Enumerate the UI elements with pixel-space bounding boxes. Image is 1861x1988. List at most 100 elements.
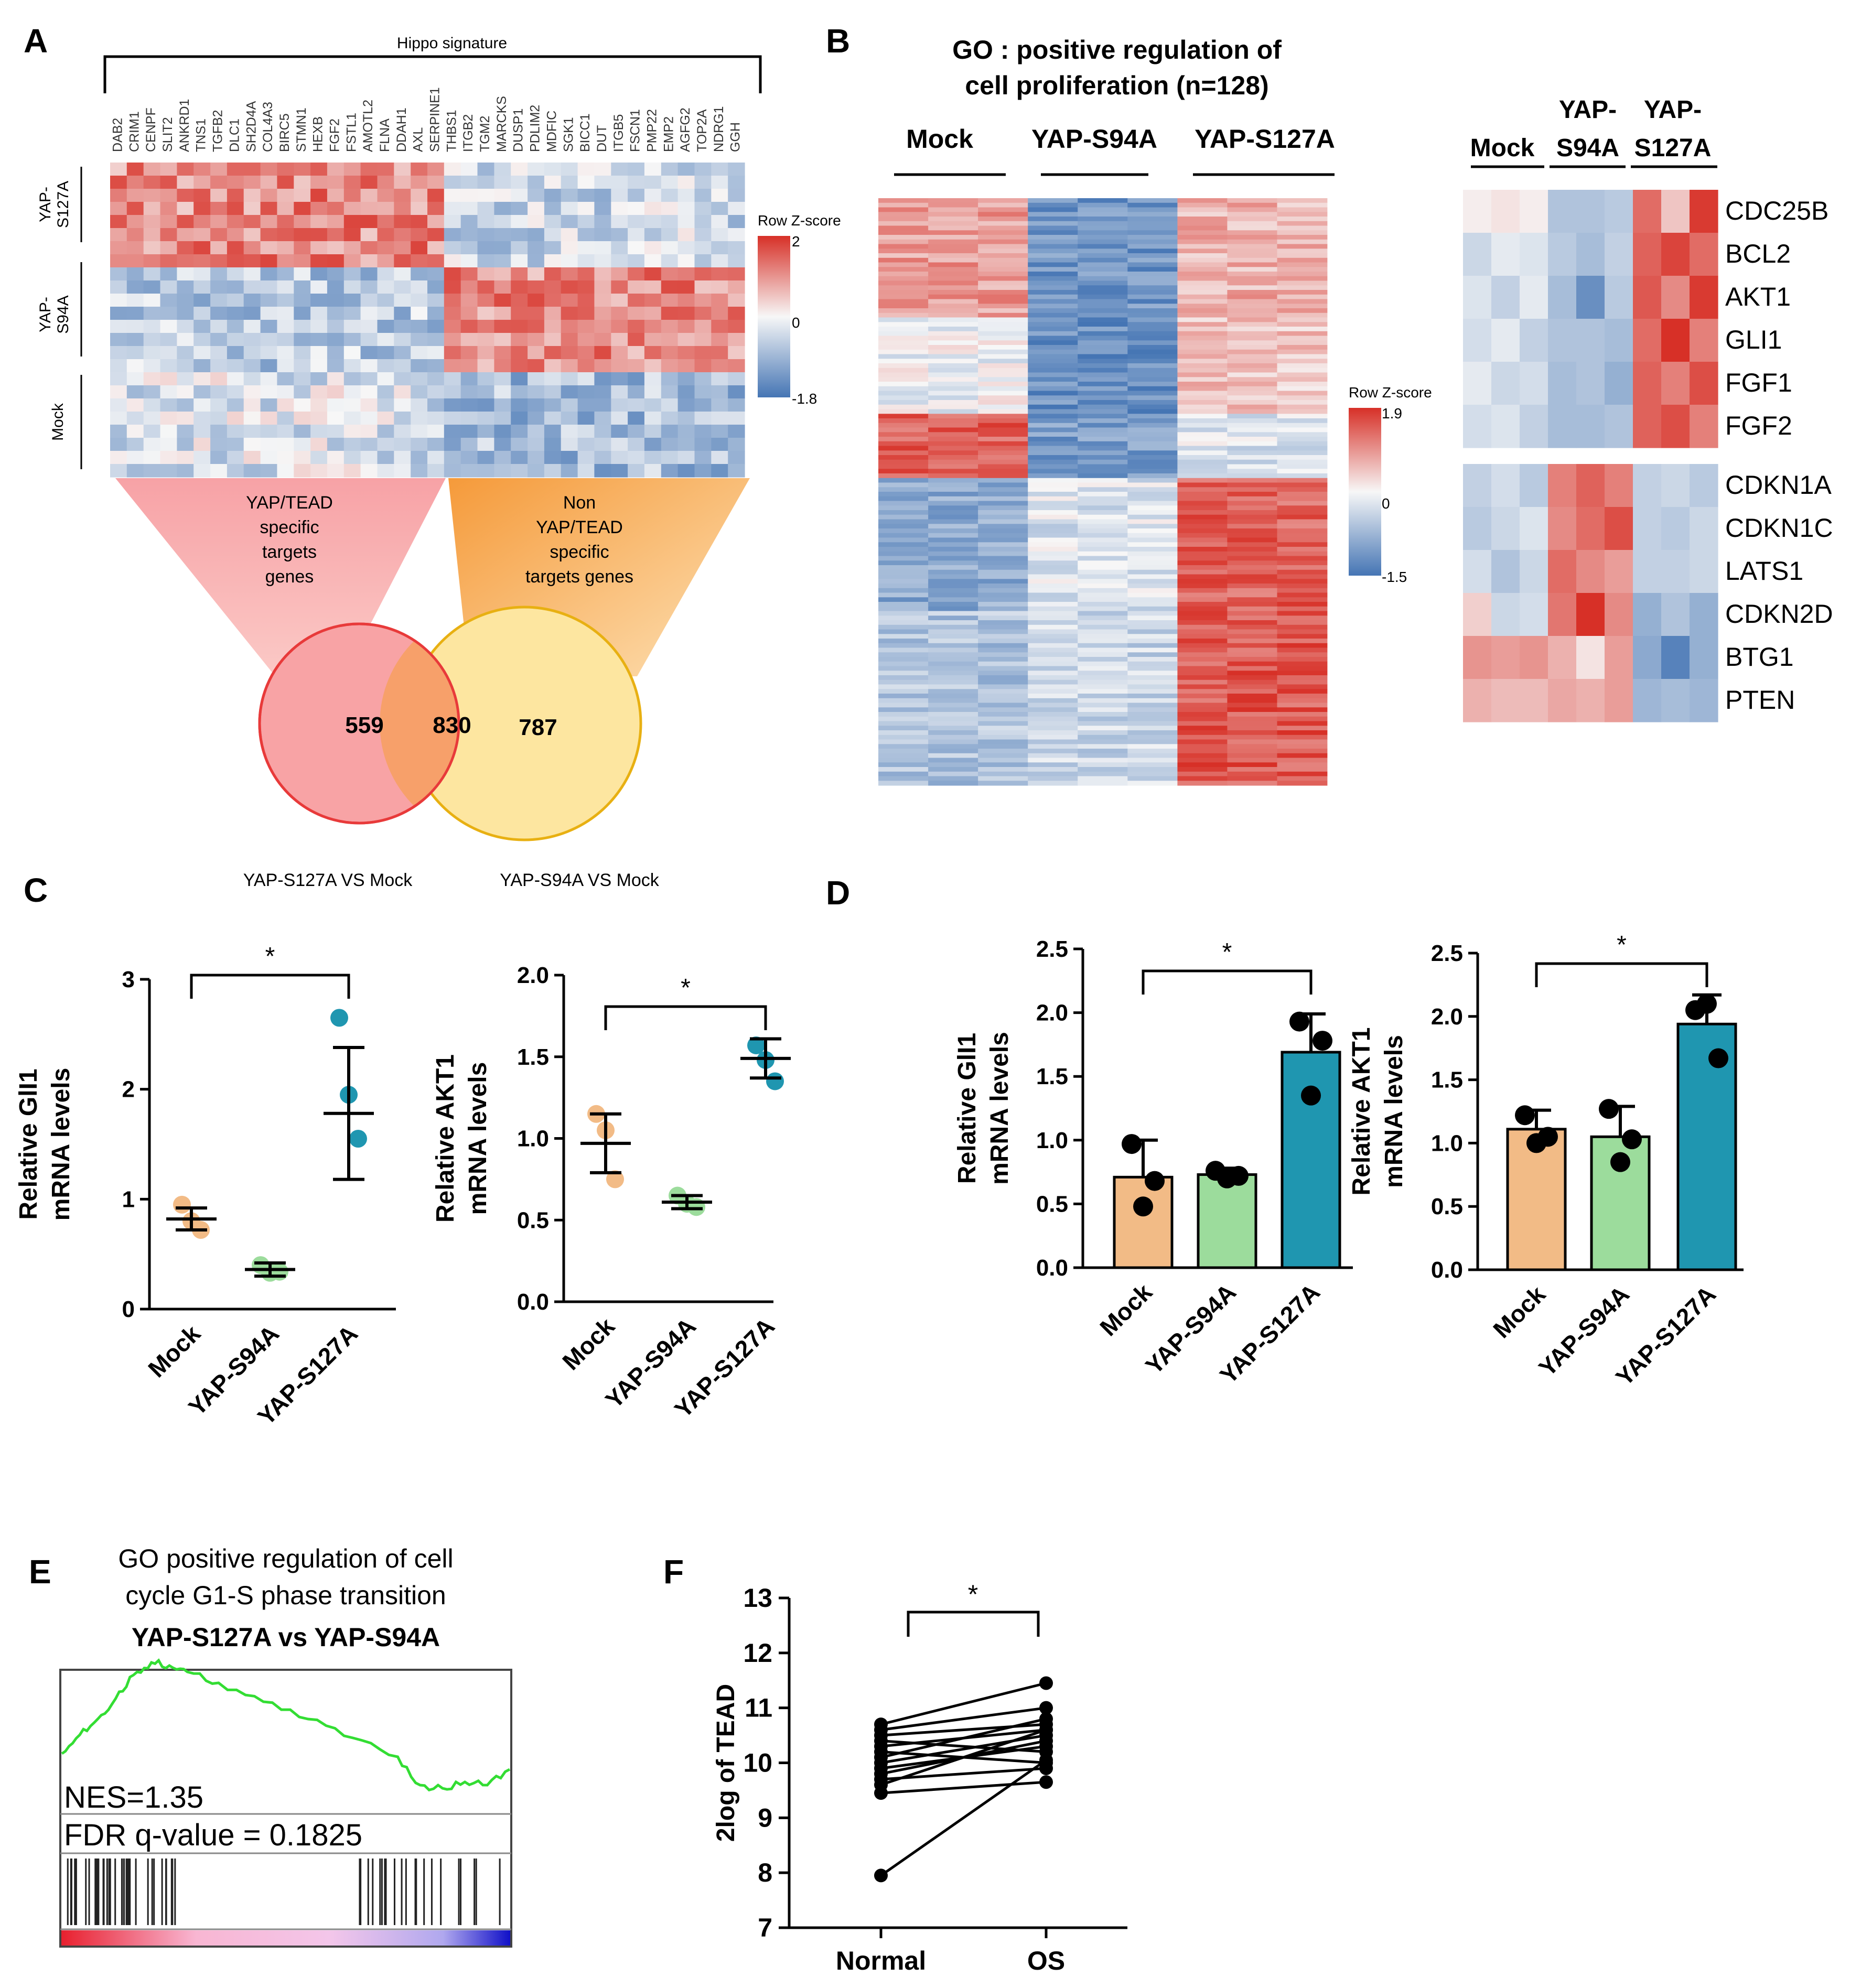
y-tick-label: 1.5	[517, 1044, 549, 1070]
group-label-s127a: YAP-S127A	[1195, 124, 1335, 154]
heatmap-cell	[243, 176, 261, 189]
heatmap-cell	[294, 215, 311, 229]
heatmap-cell	[1227, 312, 1278, 318]
heatmap-cell	[260, 215, 277, 229]
heatmap-cell	[644, 385, 662, 399]
heatmap-cell	[1277, 666, 1328, 671]
heatmap-cell	[411, 438, 428, 451]
heatmap-cell	[1177, 537, 1228, 543]
heatmap-cell	[427, 359, 445, 373]
gene-label: AGFG2	[678, 107, 693, 152]
heatmap-cell	[1127, 533, 1178, 538]
heatmap-cell	[694, 425, 712, 438]
heatmap-cell	[1127, 207, 1178, 212]
heatmap-cell	[544, 425, 562, 438]
heatmap-cell	[1177, 368, 1228, 373]
heatmap-cell	[1520, 550, 1548, 593]
heatmap-cell	[477, 176, 494, 189]
heatmap-cell	[210, 320, 228, 333]
gene-label: PMP22	[644, 109, 659, 152]
gene-label: PDLIM2	[528, 105, 543, 152]
heatmap-cell	[928, 501, 978, 506]
heatmap-cell	[427, 346, 445, 360]
heatmap-cell	[444, 320, 461, 333]
heatmap-cell	[978, 450, 1028, 456]
heatmap-cell	[878, 492, 929, 497]
heatmap-cell	[1227, 437, 1278, 442]
heatmap-cell	[728, 307, 745, 320]
heatmap-cell	[544, 241, 562, 255]
heatmap-cell	[1227, 671, 1278, 676]
heatmap-cell	[360, 359, 378, 373]
heatmap-cell	[210, 254, 228, 268]
heatmap-cell	[978, 372, 1028, 377]
heatmap-cell	[1028, 689, 1079, 694]
heatmap-cell	[978, 716, 1028, 722]
heatmap-cell	[928, 624, 978, 630]
heatmap-cell	[561, 451, 578, 464]
heatmap-cell	[1605, 405, 1633, 448]
heatmap-cell	[143, 163, 161, 176]
heatmap-cell	[1078, 441, 1128, 447]
heatmap-cell	[1463, 276, 1492, 319]
heatmap-cell	[1463, 362, 1492, 405]
heatmap-cell	[1028, 528, 1079, 534]
heatmap-cell	[528, 307, 545, 320]
heatmap-cell	[477, 294, 494, 307]
x-category-label: Mock	[1488, 1280, 1551, 1343]
heatmap-cell	[644, 280, 662, 294]
heatmap-cell	[1127, 349, 1178, 355]
heatmap-cell	[143, 215, 161, 229]
heatmap-cell	[1177, 207, 1228, 212]
gsea-subtitle: YAP-S127A vs YAP-S94A	[132, 1623, 440, 1652]
heatmap-cell	[1028, 272, 1079, 277]
heatmap-cell	[594, 451, 611, 464]
heatmap-cell	[260, 176, 277, 189]
venn-right-label: YAP-S94A VS Mock	[500, 870, 660, 890]
data-point	[747, 1036, 765, 1054]
heatmap-cell	[1227, 198, 1278, 203]
heatmap-cell	[444, 307, 461, 320]
heatmap-cell	[728, 425, 745, 438]
heatmap-cell	[878, 391, 929, 396]
heatmap-cell	[494, 215, 511, 229]
heatmap-cell	[210, 267, 228, 281]
heatmap-cell	[1028, 331, 1079, 337]
heatmap-cell	[1127, 391, 1178, 396]
heatmap-cell	[1463, 679, 1492, 722]
heatmap-cell	[1177, 679, 1228, 685]
heatmap-cell	[878, 597, 929, 602]
heatmap-cell	[1028, 602, 1079, 607]
heatmap-cell	[1177, 382, 1228, 387]
heatmap-cell	[1661, 405, 1690, 448]
heatmap-cell	[928, 478, 978, 483]
heatmap-cell	[644, 438, 662, 451]
gene-label: DUSP1	[511, 109, 526, 152]
heatmap-cell	[1177, 359, 1228, 364]
heatmap-cell	[1277, 372, 1328, 377]
heatmap-cell	[143, 189, 161, 202]
heatmap-cell	[978, 290, 1028, 295]
heatmap-cell	[628, 333, 645, 347]
heatmap-cell	[1078, 537, 1128, 543]
heatmap-cell	[1028, 694, 1079, 699]
heatmap-cell	[878, 349, 929, 355]
heatmap-cell	[694, 398, 712, 412]
heatmap-cell	[928, 317, 978, 322]
heatmap-cell	[377, 307, 394, 320]
heatmap-cell	[978, 207, 1028, 212]
heatmap-cell	[1078, 267, 1128, 272]
heatmap-cell	[1463, 550, 1492, 593]
heatmap-cell	[1028, 657, 1079, 662]
heatmap-cell	[978, 579, 1028, 584]
heatmap-cell	[343, 294, 361, 307]
heatmap-cell	[1078, 624, 1128, 630]
heatmap-cell	[1277, 671, 1328, 676]
heatmap-cell	[1127, 482, 1178, 488]
heatmap-cell	[1127, 698, 1178, 704]
heatmap-cell	[411, 163, 428, 176]
heatmap-cell	[1177, 487, 1228, 492]
heatmap-cell	[477, 333, 494, 347]
heatmap-cell	[528, 215, 545, 229]
heatmap-cell	[1661, 319, 1690, 362]
